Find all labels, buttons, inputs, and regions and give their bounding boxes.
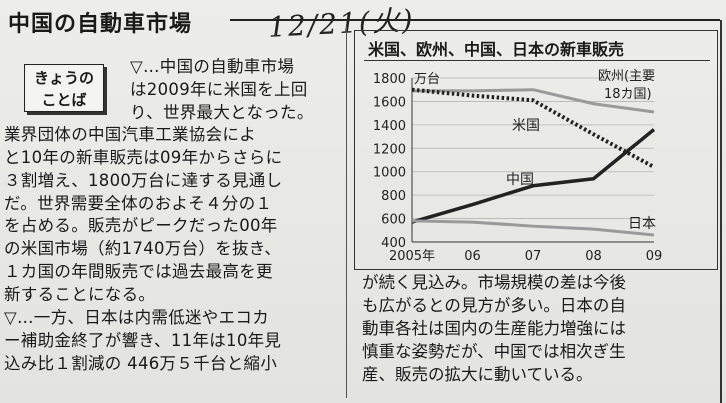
article-line: ー補助金終了が響き、11年は10年見 <box>4 331 282 350</box>
x-tick-label: 09 <box>646 249 663 264</box>
series-line <box>411 87 655 169</box>
title-rule <box>230 19 720 21</box>
article-line: 産、販売の拡大に動いている。 <box>362 365 593 384</box>
article-line: 業界団体の中国汽車工業協会によ <box>4 125 256 144</box>
x-tick-label: 06 <box>464 249 481 264</box>
series-label: 欧州(主要 <box>598 69 655 84</box>
series-label: 日本 <box>628 216 656 232</box>
article-line: り、世界最大となった。 <box>130 103 314 122</box>
series-line <box>411 128 656 224</box>
x-tick-label: 08 <box>585 249 602 264</box>
x-tick-label: 07 <box>525 249 542 264</box>
x-tick-label: 2005年 <box>389 249 435 264</box>
article-line: の米国市場（約1740万台）を抜き、 <box>4 239 282 258</box>
series-line <box>412 88 655 114</box>
article-title: 中国の自動車市場 <box>8 12 193 37</box>
column-divider <box>346 26 347 398</box>
article-line: 慎重な姿勢だが、中国では相次ぎ生 <box>362 342 626 361</box>
article-line: 動車各社は国内の生産能力増強には <box>362 319 626 338</box>
series-line <box>411 219 655 237</box>
y-tick-label: 1000 <box>373 166 406 181</box>
article-line: ▽…一方、日本は内需低迷やエコカ <box>4 308 269 327</box>
chart-title: 米国、欧州、中国、日本の新車販売 <box>368 40 625 59</box>
badge-line-2: ことば <box>41 91 87 109</box>
series-label: 中国 <box>506 172 534 188</box>
article-line: １カ国の年間販売では過去最高を更 <box>4 262 273 281</box>
article-line: も広がるとの見方が多い。日本の自 <box>362 296 626 315</box>
y-tick-label: 1600 <box>373 95 406 110</box>
article-line: だ。世界需要全体のおよそ４分の１ <box>4 194 273 213</box>
article-line: 込み比１割減の 446万５千台と縮小 <box>4 354 278 373</box>
chart-frame <box>354 30 718 270</box>
right-frame-rule <box>720 20 722 403</box>
article-line: が続く見込み。市場規模の差は今後 <box>362 273 626 292</box>
y-tick-label: 1200 <box>373 142 406 157</box>
article-line: は2009年に米国を上回 <box>130 80 308 99</box>
article-line: ▽…中国の自動車市場 <box>130 57 295 76</box>
article-line: ３割増え、1800万台に達する見通し <box>4 171 283 190</box>
article-line: 新することになる。 <box>4 285 156 304</box>
kyou-no-kotoba-badge: きょうの ことば <box>24 64 104 112</box>
y-tick-label: 1800 <box>373 72 406 87</box>
article-line: と10年の新車販売は09年からさらに <box>4 148 283 167</box>
y-tick-label: 800 <box>381 189 406 204</box>
y-tick-label: 600 <box>381 213 406 228</box>
series-label: 米国 <box>512 118 540 134</box>
y-tick-label: 1400 <box>373 119 406 134</box>
y-tick-label: 400 <box>381 236 406 251</box>
badge-line-1: きょうの <box>33 69 94 87</box>
series-label: 18カ国) <box>604 87 652 102</box>
article-line: を占める。販売がピークだった00年 <box>4 216 278 235</box>
chart-title-rule <box>364 60 710 61</box>
sales-line-chart: 400 600 800 1000 1200 1400 1600 1800 万台 2005年 06 07… <box>373 69 663 264</box>
y-unit-label: 万台 <box>414 72 440 87</box>
